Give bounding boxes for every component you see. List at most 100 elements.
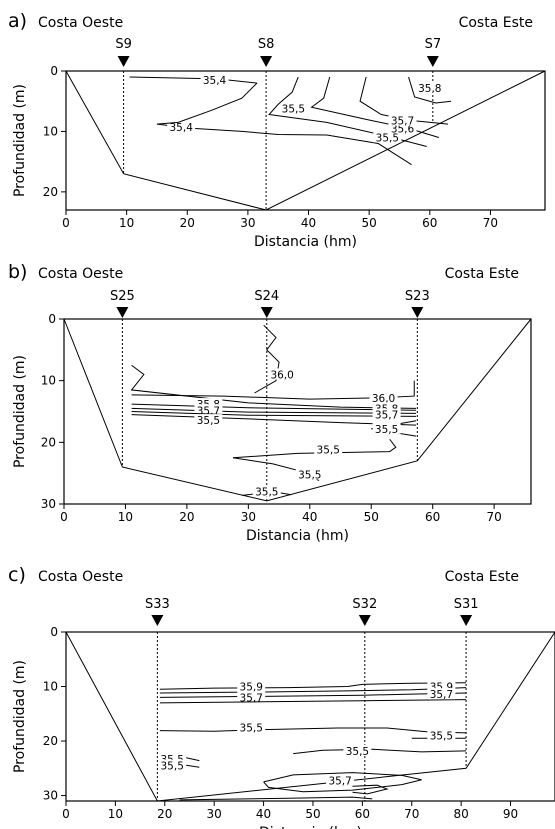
contour-label-bg-5 [372,408,401,420]
contour-label-bg-1 [427,680,456,692]
panel-a: a) Costa Oeste Costa Este S9 S8 S7 35,4 35,4 35,… [8,10,546,250]
contour-line-10 [352,784,389,795]
x-tick-label-0: 0 [62,807,70,821]
y-tick-label-0: 0 [48,312,56,326]
x-tick-label-5: 50 [362,216,377,230]
contour-line-3 [131,403,417,411]
bottom-profile [65,631,555,802]
contour-label-bg-2 [194,398,223,410]
contour-label-bg-8 [314,443,343,455]
x-tick-label-3: 30 [207,807,222,821]
contour-line-4 [131,407,417,414]
x-tick-label-7: 70 [483,216,498,230]
contour-label-bg-0 [237,680,266,692]
x-tick-label-6: 60 [355,807,370,821]
x-axis-label: Distancia (hm) [259,825,362,829]
station-marker-2 [426,56,439,67]
contour-label-bg-9 [326,774,355,786]
x-tick-label-6: 60 [422,216,437,230]
station-marker-0 [116,307,129,318]
x-tick-label-5: 50 [305,807,320,821]
contour-line-7 [371,420,417,437]
panel-label: c) [8,564,26,586]
contour-label-bg-3 [372,402,401,414]
x-tick-label-4: 40 [256,807,271,821]
y-tick-label-2: 20 [43,734,58,748]
x-tick-label-2: 20 [180,216,195,230]
contour-label-bg-2 [237,691,266,703]
station-label-1: S24 [254,289,279,304]
contour-label-7: 35,5 [375,424,398,436]
contour-label-4: 35,5 [240,722,263,734]
contour-label-0: 35,4 [203,75,227,87]
contour-label-3: 35,7 [430,689,453,701]
contour-line-5 [131,411,417,417]
y-tick-label-0: 0 [50,64,58,78]
contour-line-0 [254,324,280,394]
y-tick-label-3: 30 [43,789,58,803]
station-label-1: S8 [258,37,275,52]
x-tick-label-3: 30 [240,216,255,230]
station-label-0: S9 [115,37,132,52]
station-marker-0 [151,615,164,626]
contour-label-0: 35,9 [240,682,263,694]
contour-label-bg-7 [158,753,187,765]
x-tick-label-7: 70 [404,807,419,821]
x-tick-label-3: 30 [241,510,256,524]
y-tick-label-1: 10 [43,680,58,694]
contour-label-9: 35,5 [298,469,321,481]
station-label-2: S23 [405,289,430,304]
contour-line-11 [179,796,373,801]
contour-line-9 [263,772,422,793]
contour-line-1 [131,380,415,400]
contour-label-bg-4 [388,122,417,134]
contour-label-2: 35,5 [282,103,305,115]
plot-frame [63,318,532,505]
station-label-2: S31 [454,597,479,612]
contour-line-6 [293,748,467,755]
contour-label-bg-6 [343,744,372,756]
x-tick-label-9: 90 [503,807,518,821]
contour-line-2 [156,82,258,125]
bottom-profile [65,70,546,211]
y-tick-label-0: 0 [50,625,58,639]
panel-label: b) [8,261,27,283]
contour-label-bg-0 [268,368,297,380]
x-tick-label-1: 10 [108,807,123,821]
x-tick-label-0: 0 [62,216,70,230]
contour-label-bg-5 [427,729,456,741]
panel-b: b) Costa Oeste Costa Este S25 S24 S23 36,0 36,0… [8,261,532,544]
station-marker-1 [260,307,273,318]
x-tick-label-7: 70 [486,510,501,524]
contour-label-5: 35,5 [430,731,453,743]
contour-label-6: 35,8 [418,83,441,95]
contour-label-bg-6 [415,81,444,93]
x-tick-label-1: 10 [119,216,134,230]
x-tick-label-0: 0 [60,510,68,524]
contour-line-6 [408,76,452,104]
contour-label-1: 35,4 [170,122,194,134]
contour-label-bg-8 [158,759,187,771]
contour-label-2: 35,7 [240,692,263,704]
station-marker-2 [411,307,424,318]
left-coast-title: Costa Oeste [38,15,123,31]
y-tick-label-1: 10 [41,374,56,388]
contour-label-bg-3 [373,131,402,143]
plot-frame [65,70,546,211]
contour-label-6: 35,5 [197,415,220,427]
contour-label-bg-10 [252,485,281,497]
x-tick-label-1: 10 [118,510,133,524]
x-tick-label-2: 20 [179,510,194,524]
station-marker-2 [460,615,473,626]
station-label-0: S33 [145,597,170,612]
plot-frame [65,631,555,802]
contour-line-0 [159,682,467,690]
y-axis-label: Profundidad (m) [12,355,28,468]
contour-line-5 [359,76,449,125]
contour-label-bg-4 [194,404,223,416]
contour-line-8 [232,438,397,459]
x-tick-label-4: 40 [302,510,317,524]
right-coast-title: Costa Este [445,266,519,282]
